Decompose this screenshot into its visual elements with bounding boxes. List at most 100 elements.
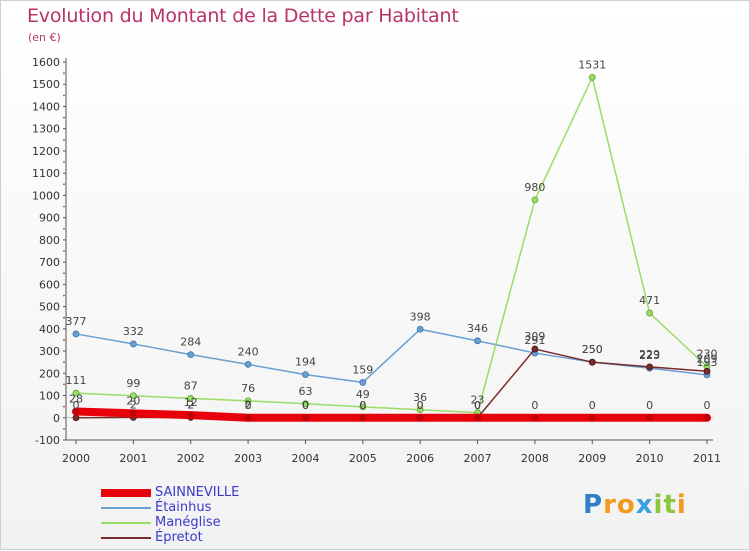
data-point xyxy=(474,337,481,345)
data-point xyxy=(129,392,137,400)
x-tick-label: 2010 xyxy=(636,452,664,465)
data-point xyxy=(416,406,424,414)
data-label: 284 xyxy=(180,336,201,349)
y-minor-tick xyxy=(63,161,65,163)
data-label: 111 xyxy=(66,374,87,387)
data-label: 332 xyxy=(123,325,144,338)
data-point xyxy=(129,409,137,417)
legend-swatch-etainhus xyxy=(101,507,151,509)
y-minor-tick xyxy=(63,427,65,430)
data-label: 230 xyxy=(697,348,718,361)
x-tick-label: 2000 xyxy=(62,452,90,465)
y-tick-label: 800 xyxy=(39,234,60,247)
data-point xyxy=(129,340,137,348)
legend-label-epretot: Épretot xyxy=(155,530,203,545)
data-label: 12 xyxy=(184,396,198,409)
y-tick-label: 1400 xyxy=(32,100,60,113)
data-label: 0 xyxy=(646,399,653,412)
data-point xyxy=(588,414,596,422)
data-point xyxy=(72,408,80,415)
data-label: 229 xyxy=(639,348,660,361)
logo-letter: i xyxy=(653,490,664,520)
data-label: 49 xyxy=(356,388,370,401)
data-point xyxy=(359,403,367,411)
data-point xyxy=(187,395,195,402)
x-tick-label: 2004 xyxy=(291,452,319,465)
logo-letter: x xyxy=(635,490,654,520)
data-label: 1531 xyxy=(578,58,606,71)
data-point xyxy=(302,371,309,379)
data-point xyxy=(359,414,367,422)
data-label: 76 xyxy=(241,382,255,395)
data-label: 0 xyxy=(704,399,711,412)
data-point xyxy=(588,73,596,81)
data-label: 2 xyxy=(245,398,252,411)
data-label: 0 xyxy=(302,399,309,412)
y-tick-label: 0 xyxy=(53,412,60,425)
legend-swatch-epretot xyxy=(101,537,151,539)
data-point xyxy=(531,345,539,353)
data-point xyxy=(531,414,539,422)
data-label: 0 xyxy=(417,399,424,412)
data-point xyxy=(72,330,80,338)
data-point xyxy=(646,363,654,371)
data-label: 377 xyxy=(66,315,87,328)
data-point xyxy=(244,360,252,368)
data-label: 398 xyxy=(410,310,431,323)
proxiti-logo: Proxiti xyxy=(583,490,687,520)
x-tick-label: 2002 xyxy=(177,452,205,465)
legend-swatch-sainneville xyxy=(101,489,151,497)
legend-label-sainneville: SAINNEVILLE xyxy=(155,485,240,500)
y-tick-label: 400 xyxy=(39,323,60,336)
legend-swatch-maneglise xyxy=(101,522,151,524)
data-label: 99 xyxy=(126,377,140,390)
data-label: 23 xyxy=(471,394,485,407)
data-point xyxy=(703,414,711,422)
data-label: 471 xyxy=(639,294,660,307)
series-line xyxy=(75,76,708,414)
y-tick-label: 200 xyxy=(39,367,60,380)
y-minor-tick xyxy=(63,250,65,252)
y-minor-tick xyxy=(63,138,65,141)
data-label: 0 xyxy=(245,399,252,412)
data-point xyxy=(646,309,654,317)
data-point xyxy=(187,411,195,419)
y-minor-tick xyxy=(63,316,65,319)
y-tick-label: 100 xyxy=(39,390,60,403)
data-point xyxy=(244,414,252,422)
data-label: 0 xyxy=(359,399,366,412)
data-point xyxy=(302,414,309,422)
series-line xyxy=(72,407,711,422)
legend-label-etainhus: Étainhus xyxy=(155,500,212,515)
data-label: 2 xyxy=(187,398,194,411)
data-label: 0 xyxy=(474,399,481,412)
data-label: 209 xyxy=(697,352,718,365)
y-minor-tick xyxy=(63,405,65,408)
x-tick-label: 2009 xyxy=(578,452,606,465)
data-label: 0 xyxy=(531,399,538,412)
data-label: 20 xyxy=(126,394,140,407)
y-tick-label: 600 xyxy=(39,278,60,291)
y-minor-tick xyxy=(63,383,65,386)
y-tick-label: 700 xyxy=(39,256,60,269)
data-point xyxy=(244,397,252,405)
y-minor-tick xyxy=(63,227,65,230)
data-label: 2 xyxy=(130,398,137,411)
data-label: 0 xyxy=(474,399,481,412)
y-minor-tick xyxy=(63,116,65,119)
data-label: 193 xyxy=(697,356,718,369)
chart-title: Evolution du Montant de la Dette par Hab… xyxy=(27,5,459,27)
data-label: 0 xyxy=(417,399,424,412)
logo-letter: i xyxy=(676,490,687,520)
data-label: 87 xyxy=(184,379,198,392)
y-minor-tick xyxy=(63,339,65,341)
data-point xyxy=(416,325,424,333)
y-minor-tick xyxy=(63,294,65,297)
y-tick-label: 1500 xyxy=(32,78,60,91)
y-tick-label: 1600 xyxy=(32,56,60,69)
x-tick-label: 2006 xyxy=(406,452,434,465)
data-label: 291 xyxy=(524,334,545,347)
y-tick-label: 900 xyxy=(39,212,60,225)
y-minor-tick xyxy=(63,272,65,275)
